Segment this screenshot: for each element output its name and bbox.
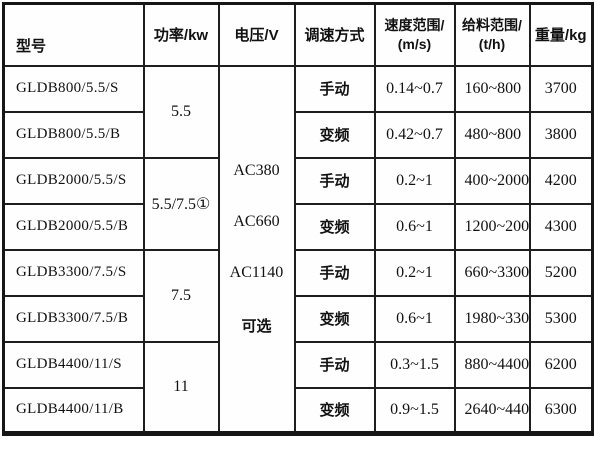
weight-cell: 4200 (528, 156, 594, 205)
table-row: GLDB3300/7.5/B 变频 0.6~1 1980~3300 5300 (2, 294, 594, 343)
weight-cell: 5300 (528, 294, 594, 343)
feed-cell: 660~3300 (453, 248, 531, 297)
voltage-options: AC380 AC660 AC1140 可选 (221, 161, 293, 336)
model-cell: GLDB2000/5.5/B (2, 202, 145, 251)
table-row: GLDB2000/5.5/S 5.5/7.5① 手动 0.2~1 400~200… (2, 156, 594, 251)
speed-cell: 0.6~1 (373, 202, 456, 251)
power-group-cell: 7.5 (142, 248, 220, 343)
power-group-cell: 5.5 (142, 64, 220, 159)
voltage-option: AC1140 (229, 263, 284, 281)
table-row: GLDB4400/11/S 11 手动 0.3~1.5 880~4400 620… (2, 340, 594, 435)
header-mode: 调速方式 (293, 2, 376, 67)
header-model: 型号 (16, 37, 47, 55)
speed-cell: 0.2~1 (373, 248, 456, 297)
feed-cell: 1980~3300 (453, 294, 531, 343)
model-cell: GLDB800/5.5/B (2, 110, 145, 159)
mode-cell: 变频 (293, 294, 376, 343)
header-speed-line1: 速度范围/ (384, 16, 445, 33)
speed-cell: 0.6~1 (373, 294, 456, 343)
model-cell: GLDB3300/7.5/B (2, 294, 145, 343)
header-feed-line1: 给料范围/ (462, 16, 522, 33)
feed-cell: 1200~2000 (453, 202, 531, 251)
voltage-option: AC660 (233, 212, 280, 230)
header-feed-range: 给料范围/ (t/h) (453, 2, 531, 67)
model-cell: GLDB2000/5.5/S (2, 156, 145, 205)
mode-cell: 变频 (293, 386, 376, 435)
power-group-cell: 5.5/7.5① (142, 156, 220, 251)
weight-cell: 6300 (528, 386, 594, 435)
speed-cell: 0.9~1.5 (373, 386, 456, 435)
feed-cell: 2640~4400 (453, 386, 531, 435)
weight-cell: 4300 (528, 202, 594, 251)
table-row: GLDB800/5.5/B 变频 0.42~0.7 480~800 3800 (2, 110, 594, 159)
header-speed-range: 速度范围/ (m/s) (373, 2, 456, 67)
model-cell: GLDB800/5.5/S (2, 64, 145, 113)
header-feed-line2: (t/h) (478, 35, 506, 52)
header-voltage: 电压/V (217, 2, 296, 67)
mode-cell: 手动 (293, 340, 376, 389)
corner-header-cell: 型号 (2, 2, 145, 67)
speed-cell: 0.14~0.7 (373, 64, 456, 113)
mode-cell: 变频 (293, 202, 376, 251)
weight-cell: 5200 (528, 248, 594, 297)
mode-cell: 变频 (293, 110, 376, 159)
feed-cell: 400~2000 (453, 156, 531, 205)
speed-cell: 0.2~1 (373, 156, 456, 205)
header-row: 型号 功率/kw 电压/V 调速方式 速度范围/ (m/s) 给料范围/ (t/… (2, 2, 594, 67)
feed-cell: 480~800 (453, 110, 531, 159)
speed-cell: 0.42~0.7 (373, 110, 456, 159)
model-cell: GLDB4400/11/S (2, 340, 145, 389)
model-cell: GLDB3300/7.5/S (2, 248, 145, 297)
spec-table: 型号 功率/kw 电压/V 调速方式 速度范围/ (m/s) 给料范围/ (t/… (2, 2, 594, 436)
weight-cell: 3800 (528, 110, 594, 159)
feed-cell: 880~4400 (453, 340, 531, 389)
mode-cell: 手动 (293, 248, 376, 297)
power-group-cell: 11 (142, 340, 220, 435)
header-weight: 重量/kg (528, 2, 594, 67)
voltage-option: 可选 (241, 317, 272, 335)
table-row: GLDB800/5.5/S 5.5 AC380 AC660 AC1140 可选 … (2, 64, 594, 435)
header-power: 功率/kw (142, 2, 220, 67)
header-speed-line2: (m/s) (397, 35, 432, 52)
mode-cell: 手动 (293, 64, 376, 113)
table-row: GLDB3300/7.5/S 7.5 手动 0.2~1 660~3300 520… (2, 248, 594, 343)
mode-cell: 手动 (293, 156, 376, 205)
model-cell: GLDB4400/11/B (2, 386, 145, 435)
spec-table-container: 型号 功率/kw 电压/V 调速方式 速度范围/ (m/s) 给料范围/ (t/… (2, 2, 594, 436)
table-row: GLDB2000/5.5/B 变频 0.6~1 1200~2000 4300 (2, 202, 594, 251)
weight-cell: 3700 (528, 64, 594, 113)
table-row: GLDB4400/11/B 变频 0.9~1.5 2640~4400 6300 (2, 386, 594, 435)
feed-cell: 160~800 (453, 64, 531, 113)
speed-cell: 0.3~1.5 (373, 340, 456, 389)
weight-cell: 6200 (528, 340, 594, 389)
voltage-cell: AC380 AC660 AC1140 可选 (217, 64, 296, 435)
voltage-option: AC380 (233, 161, 280, 179)
